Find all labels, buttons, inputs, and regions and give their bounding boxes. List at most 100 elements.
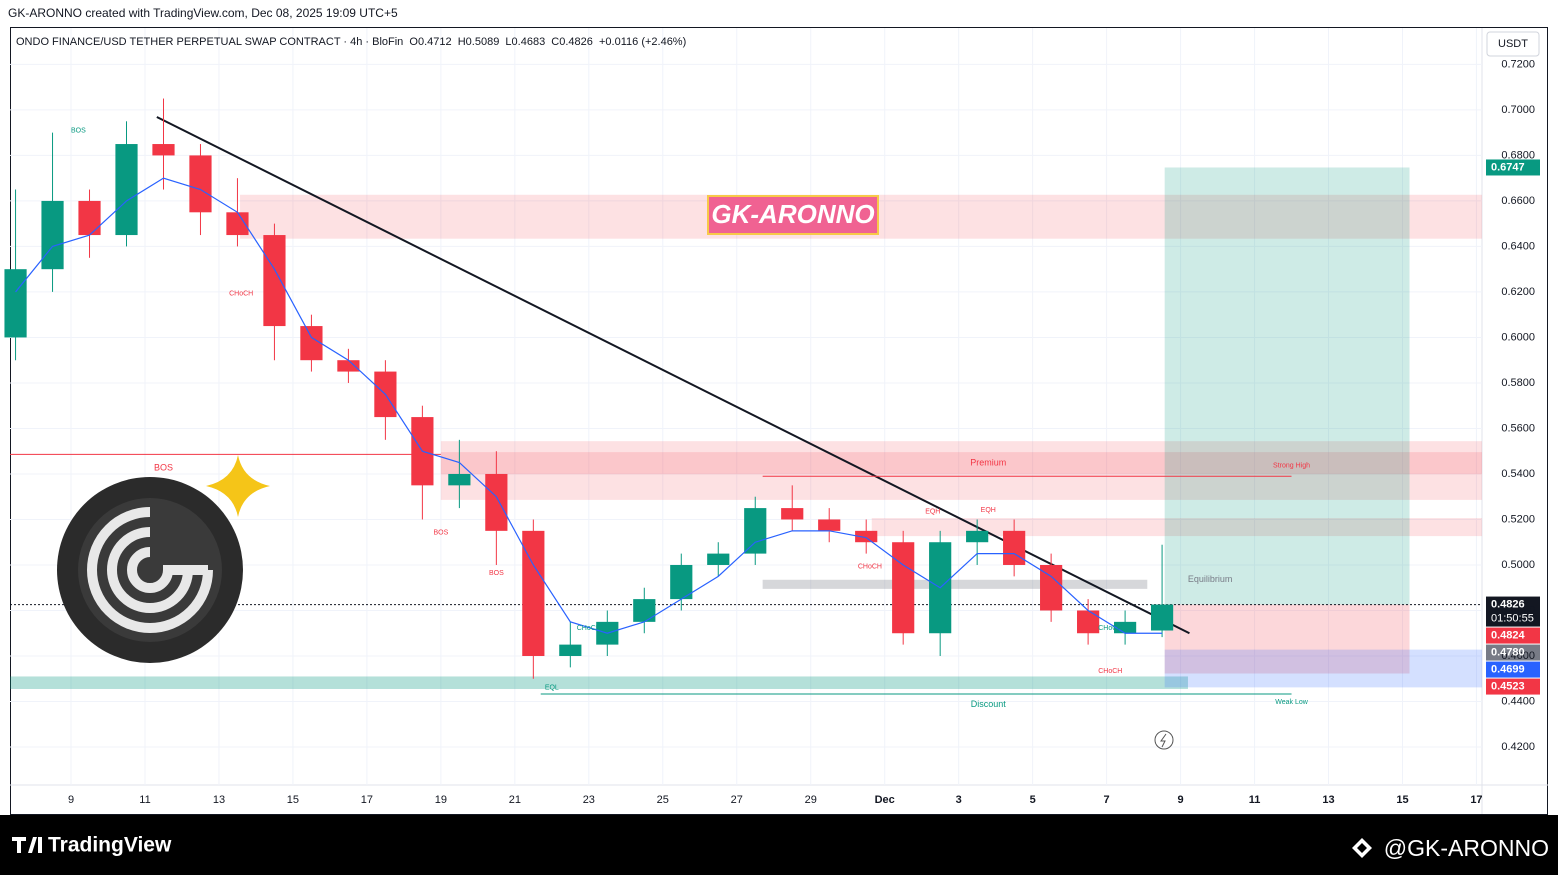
symbol-legend: ONDO FINANCE/USD TETHER PERPETUAL SWAP C… (16, 36, 686, 48)
annotation: CHoCH (1098, 668, 1122, 675)
footer-bar (0, 815, 1558, 875)
x-tick-label: 7 (1104, 794, 1110, 806)
brand: TradingView (48, 834, 172, 857)
price-tag (1486, 661, 1540, 678)
price-tag (1486, 627, 1540, 644)
lightning-icon[interactable] (1154, 730, 1174, 750)
plot: BOS Premium Strong High Equilibrium Discount… (4, 28, 1540, 785)
attribution: GK-ARONNO created with TradingView.com, … (8, 6, 398, 20)
annotation: BOS (433, 529, 448, 536)
lightning-bolt (1160, 733, 1167, 748)
y-tick-label: 0.4600 (1501, 650, 1535, 662)
handle: @GK-ARONNO (1384, 835, 1549, 861)
x-tick-label: Dec (875, 794, 895, 806)
x-tick-label: 11 (1249, 794, 1261, 806)
candle-body (337, 360, 360, 372)
price-tag-label: 0.4826 (1491, 598, 1525, 610)
y-tick-label: 0.5600 (1501, 422, 1535, 434)
y-tick-label: 0.7000 (1501, 104, 1535, 116)
y-tick-label: 0.4400 (1501, 695, 1535, 707)
candle-body (633, 599, 656, 622)
x-tick-label: 27 (731, 794, 743, 806)
annotation: BOS (489, 570, 504, 577)
candle-body (1114, 621, 1137, 634)
candle-body (189, 155, 212, 213)
logo-arc (87, 507, 213, 633)
y-tick-label: 0.6400 (1501, 240, 1535, 252)
candle-body (1150, 604, 1174, 631)
zone (440, 441, 1482, 500)
candle-body (707, 553, 730, 565)
moving-average (15, 177, 1163, 634)
price-tag-label: 0.4699 (1491, 663, 1525, 675)
zone (1164, 604, 1410, 674)
handle-icon (1352, 838, 1372, 858)
currency: USDT (1498, 38, 1528, 50)
x-tick-label: 13 (1322, 794, 1334, 806)
zone (1164, 649, 1482, 688)
annotation: EQH (981, 507, 996, 514)
x-tick-label: 9 (68, 794, 74, 806)
logo-arc (107, 527, 193, 613)
y-tick-label: 0.6000 (1501, 331, 1535, 343)
x-tick-label: 25 (657, 794, 669, 806)
y-tick-label: 0.6800 (1501, 149, 1535, 161)
candle-body (559, 644, 582, 656)
star-icon (206, 455, 270, 517)
candle-body (781, 508, 804, 520)
x-tick-label: 29 (805, 794, 817, 806)
tv-logo-mark (12, 837, 42, 853)
annotation: EQH (925, 508, 940, 515)
currency-button[interactable] (1486, 31, 1540, 57)
candle-body (41, 200, 64, 270)
annotation: CHoCH (577, 625, 601, 632)
candle-body (670, 564, 693, 600)
candle-body (78, 200, 101, 236)
chart-frame (10, 27, 1548, 815)
x-tick-label: 5 (1030, 794, 1036, 806)
y-tick-label: 0.7200 (1501, 58, 1535, 70)
zone (762, 579, 1148, 589)
banner-box (707, 195, 879, 235)
y-tick-label: 0.5000 (1501, 559, 1535, 571)
x-tick-label: 21 (509, 794, 521, 806)
annotation: Weak Low (1275, 699, 1308, 706)
y-tick-label: 0.5400 (1501, 468, 1535, 480)
candle-body (966, 530, 989, 543)
logo-arc (127, 547, 208, 593)
annotation: Discount (971, 699, 1007, 709)
ondo-logo (57, 477, 243, 663)
annotation: Strong High (1273, 462, 1310, 469)
zone (10, 676, 1188, 689)
annotation: EQL (545, 685, 559, 692)
x-tick-label: 9 (1178, 794, 1184, 806)
annotation: CHoCH (1098, 625, 1122, 632)
candle-body (300, 326, 323, 361)
price-tag (1486, 678, 1540, 695)
candle-body (1040, 564, 1063, 611)
price-tag-label: 0.4523 (1491, 680, 1525, 692)
annotation: BOS (154, 463, 173, 473)
candle-body (226, 212, 249, 236)
candle-body (448, 473, 471, 486)
candle-body (115, 144, 138, 236)
countdown: 01:50:55 (1491, 612, 1534, 624)
x-tick-label: 15 (287, 794, 299, 806)
x-tick-label: 11 (139, 794, 150, 806)
x-tick-label: 17 (361, 794, 373, 806)
y-tick-label: 0.5800 (1501, 377, 1535, 389)
y-tick-label: 0.5200 (1501, 513, 1535, 525)
annotation: BOS (71, 128, 86, 135)
x-tick-label: 3 (956, 794, 962, 806)
logo-inner (78, 498, 222, 642)
price-tag-label: 0.4824 (1491, 629, 1526, 641)
candle-body (4, 269, 27, 338)
annotation: Premium (970, 458, 1006, 468)
x-tick-label: 13 (213, 794, 225, 806)
y-tick-label: 0.6600 (1501, 195, 1535, 207)
price-tag (1486, 159, 1540, 176)
candle-body (485, 473, 508, 531)
candle-body (263, 235, 286, 327)
